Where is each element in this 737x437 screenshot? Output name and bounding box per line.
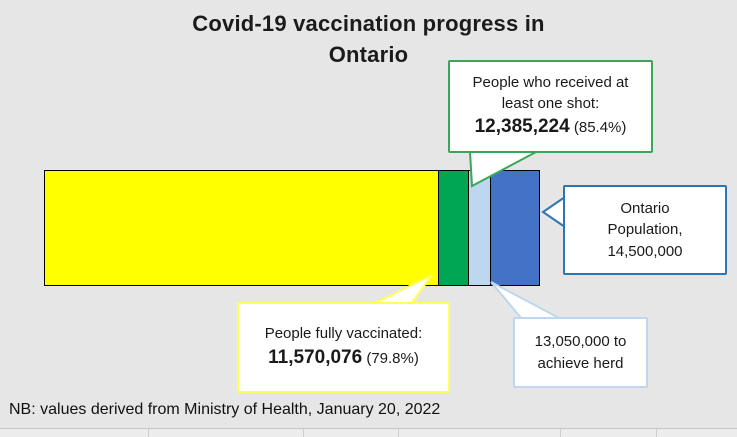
bar-segment-fully-vaccinated[interactable]	[44, 170, 440, 286]
fully-value: 11,570,076	[268, 346, 363, 368]
one-shot-percent: (85.4%)	[569, 119, 627, 137]
sheet-gridline	[398, 429, 399, 437]
spreadsheet-row-strip	[0, 428, 737, 437]
callout-population-line1: Ontario	[620, 200, 670, 218]
callout-population-line2: Population,	[607, 221, 683, 239]
callout-herd[interactable]: 13,050,000 to achieve herd	[513, 317, 648, 388]
callout-tail-fully-vaccinated	[372, 274, 433, 305]
callout-population-line3: 14,500,000	[607, 242, 683, 260]
callout-fully-line1: People fully vaccinated:	[264, 325, 423, 343]
chart-title-line2: Ontario	[328, 42, 409, 68]
stacked-bar	[44, 170, 541, 286]
callout-herd-line2: achieve herd	[537, 354, 624, 372]
callout-fully-vaccinated[interactable]: People fully vaccinated: 11,570,076 (79.…	[237, 302, 450, 393]
callout-one-shot-line3: 12,385,224 (85.4%)	[450, 114, 651, 141]
callout-population[interactable]: Ontario Population, 14,500,000	[563, 185, 727, 275]
fully-percent: (79.8%)	[362, 349, 419, 367]
source-note: NB: values derived from Ministry of Heal…	[9, 401, 441, 418]
bar-segment-population[interactable]	[490, 170, 541, 286]
callout-one-shot-line2: least one shot:	[501, 95, 600, 113]
callout-tail-population	[541, 196, 566, 228]
callout-herd-line1: 13,050,000 to	[534, 333, 627, 351]
chart-title: Covid-19 vaccination progress in Ontario	[0, 8, 737, 70]
callout-tail-one-shot	[469, 151, 537, 188]
callout-one-shot-line1: People who received at	[472, 73, 629, 91]
sheet-gridline	[656, 429, 657, 437]
callout-one-shot[interactable]: People who received at least one shot: 1…	[448, 60, 653, 153]
callout-fully-line2: 11,570,076 (79.8%)	[239, 345, 448, 372]
one-shot-value: 12,385,224	[474, 116, 570, 138]
sheet-gridline	[148, 429, 149, 437]
chart-title-line1: Covid-19 vaccination progress in	[192, 11, 545, 36]
sheet-gridline	[303, 429, 304, 437]
sheet-gridline	[560, 429, 561, 437]
callout-tail-herd	[490, 281, 562, 320]
